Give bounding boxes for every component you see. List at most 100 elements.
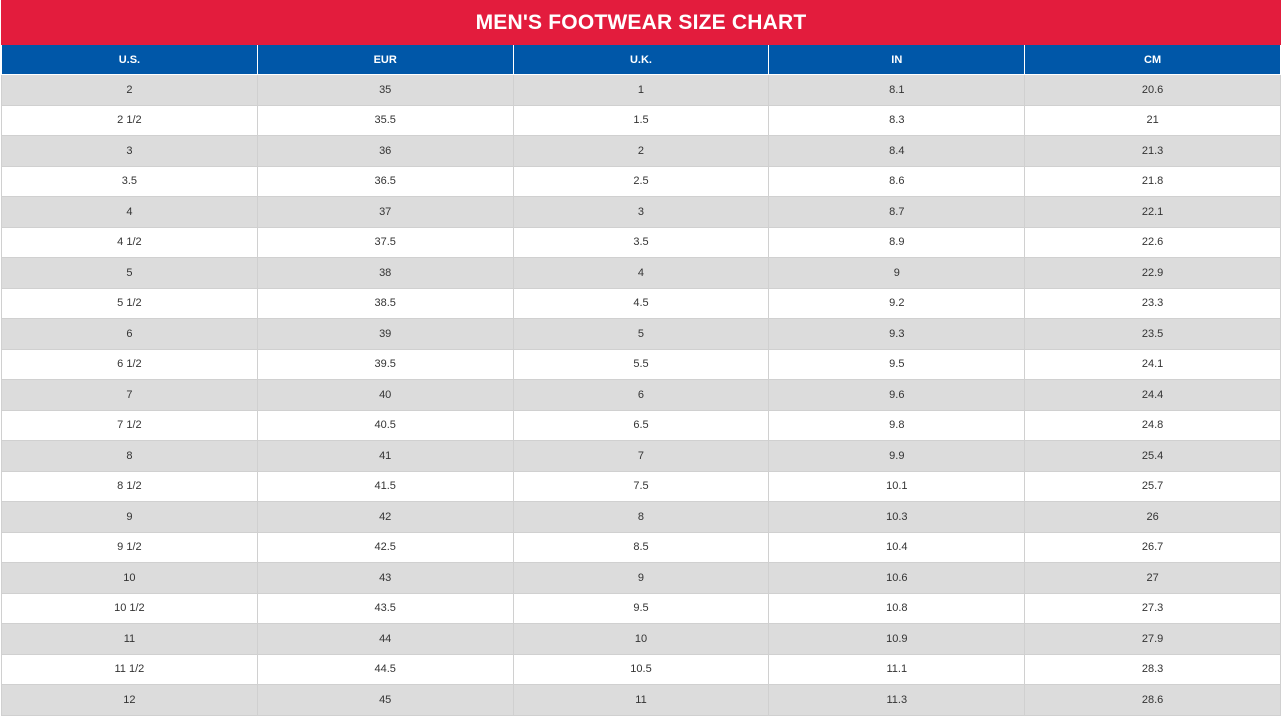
table-cell: 9.5 [512,592,770,624]
table-cell: 35.5 [256,104,514,136]
table-row: 9 42 8 10.3 26 [1,501,1281,533]
table-cell: 6 [512,379,770,411]
table-cell: 21.3 [1024,135,1281,167]
table-cell: 11 [1,623,258,655]
column-header: IN [768,45,1026,75]
table-cell: 40.5 [256,409,514,441]
table-cell: 8 [1,440,258,472]
table-cell: 10 1/2 [1,592,258,624]
table-row: 10 43 9 10.6 27 [1,562,1281,594]
table-title: MEN'S FOOTWEAR SIZE CHART [1,0,1281,45]
table-cell: 27.3 [1024,592,1281,624]
table-cell: 1.5 [512,104,770,136]
table-cell: 8.1 [768,74,1026,106]
table-cell: 8.3 [768,104,1026,136]
table-cell: 3 [1,135,258,167]
table-row: 11 1/2 44.5 10.5 11.1 28.3 [1,653,1281,685]
header-row: U.S. EUR U.K. IN CM [1,45,1281,75]
column-header: EUR [256,45,514,75]
table-cell: 23.5 [1024,318,1281,350]
table-cell: 28.3 [1024,653,1281,685]
table-cell: 24.4 [1024,379,1281,411]
table-cell: 22.6 [1024,226,1281,258]
table-cell: 9.6 [768,379,1026,411]
table-cell: 10.3 [768,501,1026,533]
table-cell: 3 [512,196,770,228]
table-cell: 6 [1,318,258,350]
table-cell: 10.4 [768,531,1026,563]
table-cell: 9.8 [768,409,1026,441]
table-cell: 10.1 [768,470,1026,502]
table-cell: 25.4 [1024,440,1281,472]
table-cell: 8.7 [768,196,1026,228]
table-cell: 4 [1,196,258,228]
table-cell: 27 [1024,562,1281,594]
table-cell: 36 [256,135,514,167]
table-cell: 45 [256,684,514,716]
table-cell: 8.4 [768,135,1026,167]
table-cell: 36.5 [256,165,514,197]
table-cell: 7 [1,379,258,411]
table-cell: 11 [512,684,770,716]
table-cell: 8.9 [768,226,1026,258]
table-cell: 43.5 [256,592,514,624]
table-cell: 11 1/2 [1,653,258,685]
table-row: 12 45 11 11.3 28.6 [1,684,1281,716]
table-cell: 42 [256,501,514,533]
table-cell: 7 1/2 [1,409,258,441]
table-cell: 8.6 [768,165,1026,197]
table-cell: 43 [256,562,514,594]
table-cell: 9.3 [768,318,1026,350]
table-cell: 4 1/2 [1,226,258,258]
table-cell: 11.1 [768,653,1026,685]
table-cell: 5.5 [512,348,770,380]
table-row: 2 1/2 35.5 1.5 8.3 21 [1,104,1281,136]
table-cell: 11.3 [768,684,1026,716]
table-cell: 37.5 [256,226,514,258]
table-cell: 5 1/2 [1,287,258,319]
table-cell: 10.6 [768,562,1026,594]
table-cell: 2 1/2 [1,104,258,136]
table-cell: 10 [512,623,770,655]
table-cell: 23.3 [1024,287,1281,319]
table-cell: 22.1 [1024,196,1281,228]
table-cell: 20.6 [1024,74,1281,106]
table-cell: 42.5 [256,531,514,563]
table-row: 11 44 10 10.9 27.9 [1,623,1281,655]
table-cell: 2.5 [512,165,770,197]
table-cell: 9 1/2 [1,531,258,563]
table-cell: 9.2 [768,287,1026,319]
table-cell: 8 1/2 [1,470,258,502]
table-row: 3.5 36.5 2.5 8.6 21.8 [1,165,1281,197]
table-cell: 35 [256,74,514,106]
table-cell: 39 [256,318,514,350]
table-cell: 7 [512,440,770,472]
table-row: 3 36 2 8.4 21.3 [1,135,1281,167]
table-cell: 1 [512,74,770,106]
table-cell: 9.9 [768,440,1026,472]
table-row: 4 37 3 8.7 22.1 [1,196,1281,228]
table-row: 5 38 4 9 22.9 [1,257,1281,289]
table-cell: 6.5 [512,409,770,441]
table-cell: 44 [256,623,514,655]
column-header: U.K. [512,45,770,75]
size-table: U.S. EUR U.K. IN CM 2 35 1 8.1 20.6 2 1/2 35.5 1.5 8… [1,45,1281,716]
table-row: 6 39 5 9.3 23.5 [1,318,1281,350]
table-cell: 44.5 [256,653,514,685]
table-cell: 26 [1024,501,1281,533]
table-cell: 10.5 [512,653,770,685]
table-row: 7 40 6 9.6 24.4 [1,379,1281,411]
table-row: 8 1/2 41.5 7.5 10.1 25.7 [1,470,1281,502]
table-row: 8 41 7 9.9 25.4 [1,440,1281,472]
table-cell: 9 [1,501,258,533]
table-row: 2 35 1 8.1 20.6 [1,74,1281,106]
table-cell: 24.1 [1024,348,1281,380]
table-row: 10 1/2 43.5 9.5 10.8 27.3 [1,592,1281,624]
table-cell: 41.5 [256,470,514,502]
column-header: U.S. [1,45,258,75]
table-cell: 6 1/2 [1,348,258,380]
table-cell: 8.5 [512,531,770,563]
table-body: 2 35 1 8.1 20.6 2 1/2 35.5 1.5 8.3 21 3 36 2 8.4 21.3 3… [1,74,1281,716]
table-row: 7 1/2 40.5 6.5 9.8 24.8 [1,409,1281,441]
